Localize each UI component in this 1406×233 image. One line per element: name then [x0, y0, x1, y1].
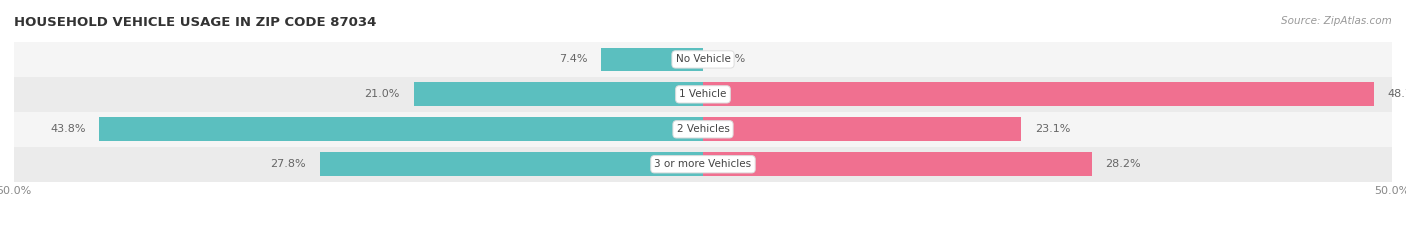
- Bar: [321, 152, 703, 176]
- Text: 43.8%: 43.8%: [51, 124, 86, 134]
- Text: 3 or more Vehicles: 3 or more Vehicles: [654, 159, 752, 169]
- Text: No Vehicle: No Vehicle: [675, 55, 731, 64]
- Text: 2 Vehicles: 2 Vehicles: [676, 124, 730, 134]
- Text: 21.0%: 21.0%: [364, 89, 399, 99]
- Text: 27.8%: 27.8%: [270, 159, 307, 169]
- Bar: [14, 42, 1392, 77]
- Bar: [100, 117, 703, 141]
- Text: 7.4%: 7.4%: [558, 55, 588, 64]
- Text: 0.0%: 0.0%: [717, 55, 745, 64]
- Bar: [703, 82, 1374, 106]
- Text: 1 Vehicle: 1 Vehicle: [679, 89, 727, 99]
- Text: 48.7%: 48.7%: [1388, 89, 1406, 99]
- Bar: [703, 117, 1021, 141]
- Text: 28.2%: 28.2%: [1105, 159, 1140, 169]
- Bar: [703, 152, 1091, 176]
- Text: 23.1%: 23.1%: [1035, 124, 1070, 134]
- Bar: [14, 77, 1392, 112]
- Bar: [14, 112, 1392, 147]
- Bar: [600, 48, 703, 71]
- Bar: [413, 82, 703, 106]
- Bar: [14, 147, 1392, 182]
- Text: HOUSEHOLD VEHICLE USAGE IN ZIP CODE 87034: HOUSEHOLD VEHICLE USAGE IN ZIP CODE 8703…: [14, 16, 377, 29]
- Text: Source: ZipAtlas.com: Source: ZipAtlas.com: [1281, 16, 1392, 26]
